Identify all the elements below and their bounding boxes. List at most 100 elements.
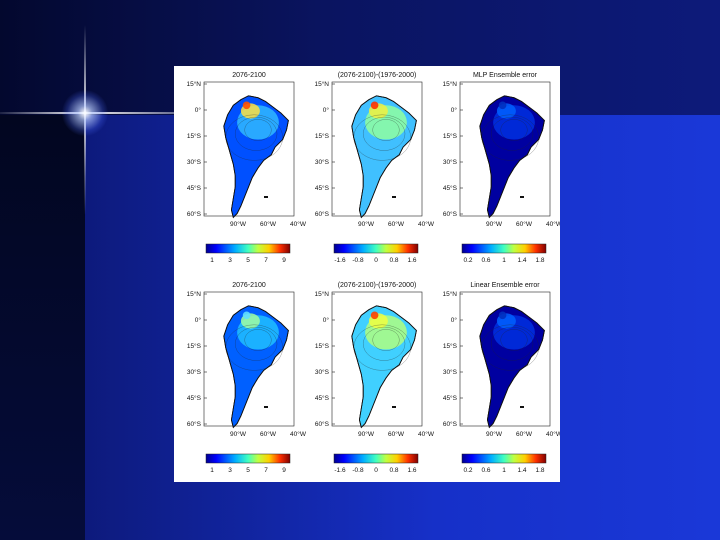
continent — [479, 95, 545, 219]
climate-figure: 2076-2100 15°N 0° 15°S 30°S 45°S 60°S 90°W 60°W 4… — [174, 66, 560, 482]
contour-line — [500, 119, 528, 141]
contour-line — [363, 116, 406, 151]
islands-marker — [264, 406, 268, 408]
islands-marker — [264, 196, 268, 198]
coastline — [223, 305, 289, 429]
colorbar-tick-label: 0 — [374, 257, 378, 264]
panel-title: 2076-2100 — [232, 72, 266, 79]
contour-region — [242, 311, 251, 320]
contour-line — [491, 116, 534, 151]
lon-tick-label: 90°W — [230, 430, 247, 438]
lat-tick-label: 30°S — [315, 158, 330, 166]
colorbar-tick-label: 0.8 — [389, 257, 398, 264]
colorbar-tick-label: 1.4 — [517, 467, 526, 474]
lat-tick-label: 0° — [451, 316, 458, 324]
map-panel-r1-c3: MLP Ensemble error 15°N 0° 15°S 30°S 45°S 60°S… — [442, 72, 560, 264]
contour-region — [242, 101, 251, 110]
contour-line — [235, 326, 278, 361]
colorbar — [205, 243, 291, 254]
lon-tick-label: 60°W — [516, 430, 533, 438]
continent — [479, 305, 545, 429]
panel-title: (2076-2100)-(1976-2000) — [338, 72, 417, 79]
continent — [351, 305, 417, 429]
colorbar — [205, 453, 291, 464]
contour-region — [498, 101, 507, 110]
colorbar-tick-label: 0.6 — [481, 257, 490, 264]
lat-tick-label: 60°S — [187, 420, 202, 428]
islands-marker — [392, 196, 396, 198]
lat-tick-label: 15°S — [443, 132, 458, 140]
lat-tick-label: 45°S — [443, 394, 458, 402]
lat-tick-label: 15°S — [443, 342, 458, 350]
contour-line — [363, 326, 406, 361]
colorbar-tick-label: 0.2 — [463, 257, 472, 264]
lat-tick-label: 15°S — [315, 342, 330, 350]
colorbar-tick-label: 7 — [264, 467, 268, 474]
contour-region — [498, 311, 507, 320]
lat-tick-label: 60°S — [443, 420, 458, 428]
lon-tick-label: 90°W — [486, 430, 503, 438]
lon-tick-label: 90°W — [486, 220, 503, 228]
lat-tick-label: 30°S — [443, 158, 458, 166]
colorbar-tick-label: 1 — [502, 257, 506, 264]
background-left-band — [0, 115, 85, 540]
colorbar-tick-label: -0.8 — [352, 467, 364, 474]
colorbar-tick-label: 1.8 — [535, 467, 544, 474]
lon-tick-label: 60°W — [388, 220, 405, 228]
coastline — [223, 95, 289, 219]
lat-tick-label: 15°S — [187, 132, 202, 140]
colorbar-tick-label: 1 — [502, 467, 506, 474]
lat-tick-label: 15°N — [314, 80, 329, 88]
lon-tick-label: 60°W — [260, 430, 277, 438]
panel-title: MLP Ensemble error — [473, 72, 538, 79]
lat-tick-label: 15°N — [442, 290, 457, 298]
colorbar-tick-label: 1.6 — [407, 257, 416, 264]
lon-tick-label: 40°W — [290, 220, 307, 228]
lon-tick-label: 40°W — [546, 220, 560, 228]
lon-tick-label: 40°W — [418, 430, 435, 438]
lat-tick-label: 60°S — [315, 210, 330, 218]
colorbar-tick-label: 7 — [264, 257, 268, 264]
contour-line — [244, 119, 272, 141]
lat-tick-label: 15°S — [315, 132, 330, 140]
lat-tick-label: 60°S — [187, 210, 202, 218]
lon-tick-label: 40°W — [290, 430, 307, 438]
colorbar-tick-label: 5 — [246, 257, 250, 264]
lat-tick-label: 30°S — [187, 158, 202, 166]
contour-line — [500, 329, 528, 351]
lon-tick-label: 90°W — [358, 220, 375, 228]
panel-title: (2076-2100)-(1976-2000) — [338, 282, 417, 289]
colorbar-tick-label: 1.4 — [517, 257, 526, 264]
lat-tick-label: 0° — [451, 106, 458, 114]
colorbar-tick-label: 9 — [282, 257, 286, 264]
lat-tick-label: 60°S — [443, 210, 458, 218]
map-panel-r1-c1: 2076-2100 15°N 0° 15°S 30°S 45°S 60°S 90°W 60°W 4… — [186, 72, 306, 264]
coastline — [351, 95, 417, 219]
colorbar-tick-label: -1.6 — [334, 257, 346, 264]
lon-tick-label: 90°W — [230, 220, 247, 228]
coastline — [479, 95, 545, 219]
contour-line — [491, 326, 534, 361]
lon-tick-label: 90°W — [358, 430, 375, 438]
lat-tick-label: 45°S — [315, 184, 330, 192]
lat-tick-label: 0° — [323, 316, 330, 324]
lon-tick-label: 60°W — [516, 220, 533, 228]
lat-tick-label: 15°S — [187, 342, 202, 350]
contour-region — [370, 101, 379, 110]
figure-canvas: 2076-2100 15°N 0° 15°S 30°S 45°S 60°S 90°W 60°W 4… — [186, 72, 560, 474]
lat-tick-label: 0° — [323, 106, 330, 114]
lat-tick-label: 15°N — [314, 290, 329, 298]
lon-tick-label: 60°W — [260, 220, 277, 228]
map-panel-r2-c2: (2076-2100)-(1976-2000) 15°N 0° 15°S 30°S 45°… — [314, 282, 434, 474]
panel-title: 2076-2100 — [232, 282, 266, 289]
coastline — [479, 305, 545, 429]
lens-flare-horizontal — [0, 112, 300, 114]
islands-marker — [520, 196, 524, 198]
colorbar-tick-label: 1.8 — [535, 257, 544, 264]
map-panel-r2-c3: Linear Ensemble error 15°N 0° 15°S 30°S 45°S 6… — [442, 282, 560, 474]
lon-tick-label: 40°W — [418, 220, 435, 228]
colorbar-tick-label: 0.2 — [463, 467, 472, 474]
lat-tick-label: 15°N — [442, 80, 457, 88]
colorbar-tick-label: 1 — [210, 257, 214, 264]
colorbar-tick-label: 0.8 — [389, 467, 398, 474]
